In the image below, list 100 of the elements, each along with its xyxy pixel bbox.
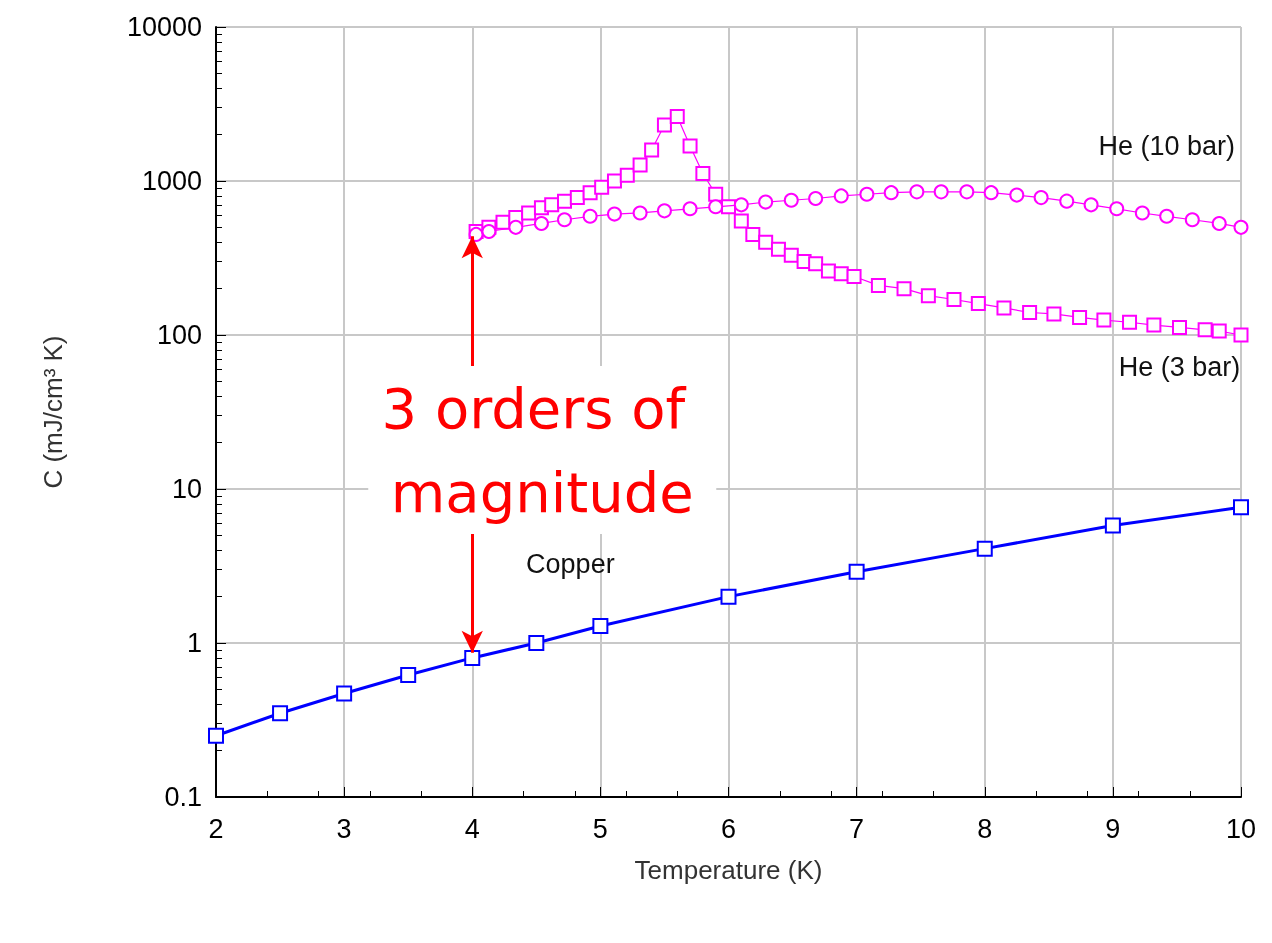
- point: [336, 685, 353, 702]
- point: [682, 201, 698, 217]
- point: [606, 173, 622, 189]
- y-tick-label: 10: [171, 474, 202, 504]
- point: [582, 208, 598, 224]
- point: [1009, 187, 1025, 203]
- point: [933, 184, 949, 200]
- point: [557, 212, 572, 228]
- point: [272, 705, 289, 722]
- point: [959, 184, 975, 200]
- point: [909, 184, 925, 200]
- point: [1211, 323, 1227, 339]
- point: [533, 215, 549, 231]
- point: [758, 194, 774, 210]
- point: [632, 157, 648, 173]
- y-tick-label: 0.1: [164, 782, 202, 812]
- y-axis-title: C (mJ/cm³ K): [38, 335, 68, 489]
- point: [1109, 201, 1125, 217]
- point: [1096, 312, 1112, 328]
- x-tick-label: 9: [1105, 813, 1121, 844]
- point: [528, 635, 545, 651]
- point: [1233, 327, 1249, 343]
- point: [733, 213, 749, 229]
- point: [1233, 499, 1249, 516]
- point: [544, 197, 560, 213]
- point: [770, 241, 786, 257]
- point: [996, 300, 1012, 316]
- point: [833, 188, 849, 204]
- point: [833, 266, 849, 282]
- point: [1059, 193, 1075, 209]
- x-tick-label: 7: [849, 813, 865, 844]
- point: [976, 540, 993, 557]
- point: [1134, 205, 1150, 221]
- point: [644, 142, 660, 158]
- x-tick-label: 8: [977, 813, 993, 844]
- x-tick-label: 4: [464, 813, 480, 844]
- point: [896, 281, 912, 297]
- annotation: 3 orders of magnitude: [381, 375, 704, 525]
- x-tick-label: 6: [720, 813, 737, 844]
- y-tick-label: 10000: [126, 12, 202, 42]
- point: [846, 268, 862, 284]
- point: [1233, 219, 1249, 235]
- point: [508, 219, 524, 235]
- point: [1083, 197, 1099, 213]
- point: [669, 109, 685, 125]
- point: [632, 205, 648, 221]
- point: [1122, 314, 1138, 330]
- point: [682, 138, 698, 154]
- point: [481, 224, 497, 239]
- point: [1159, 208, 1175, 224]
- series-label: He (3 bar): [1118, 352, 1241, 383]
- point: [783, 247, 799, 263]
- point: [521, 205, 537, 221]
- series-label: He (10 bar): [1098, 131, 1235, 162]
- point: [464, 649, 481, 666]
- point: [1211, 215, 1227, 231]
- y-tick-label: 1: [186, 628, 202, 658]
- point: [592, 617, 609, 634]
- point: [970, 296, 986, 312]
- point: [1184, 212, 1200, 228]
- point: [946, 292, 962, 308]
- point: [720, 588, 737, 605]
- point: [1022, 305, 1038, 320]
- point: [619, 167, 635, 183]
- point: [1172, 319, 1187, 335]
- point: [808, 256, 824, 272]
- point: [745, 226, 761, 242]
- point: [920, 288, 936, 304]
- point: [594, 179, 610, 195]
- point: [758, 234, 774, 250]
- point: [883, 185, 899, 201]
- point: [569, 190, 585, 206]
- x-tick-label: 5: [592, 813, 608, 844]
- point: [557, 193, 572, 209]
- y-tick-label: 100: [156, 320, 202, 350]
- x-tick-label: 2: [208, 813, 224, 844]
- point: [1104, 517, 1121, 534]
- x-axis-title: Temperature (K): [634, 855, 823, 885]
- x-tick-label: 3: [336, 813, 352, 844]
- point: [1046, 306, 1062, 322]
- series-label: Copper: [526, 548, 615, 579]
- point: [733, 197, 749, 213]
- point: [783, 192, 799, 208]
- point: [1146, 317, 1162, 333]
- point: [1197, 322, 1213, 338]
- point: [808, 190, 824, 206]
- point: [656, 117, 672, 133]
- point: [208, 727, 224, 744]
- point: [848, 563, 865, 580]
- point: [820, 263, 836, 279]
- point: [606, 206, 622, 222]
- point: [859, 186, 875, 202]
- point: [1033, 190, 1049, 206]
- x-tick-label: 10: [1225, 813, 1257, 844]
- point: [983, 185, 999, 201]
- point: [1072, 309, 1088, 325]
- point: [656, 203, 672, 219]
- point: [870, 277, 886, 293]
- point: [708, 199, 724, 215]
- point: [400, 666, 417, 683]
